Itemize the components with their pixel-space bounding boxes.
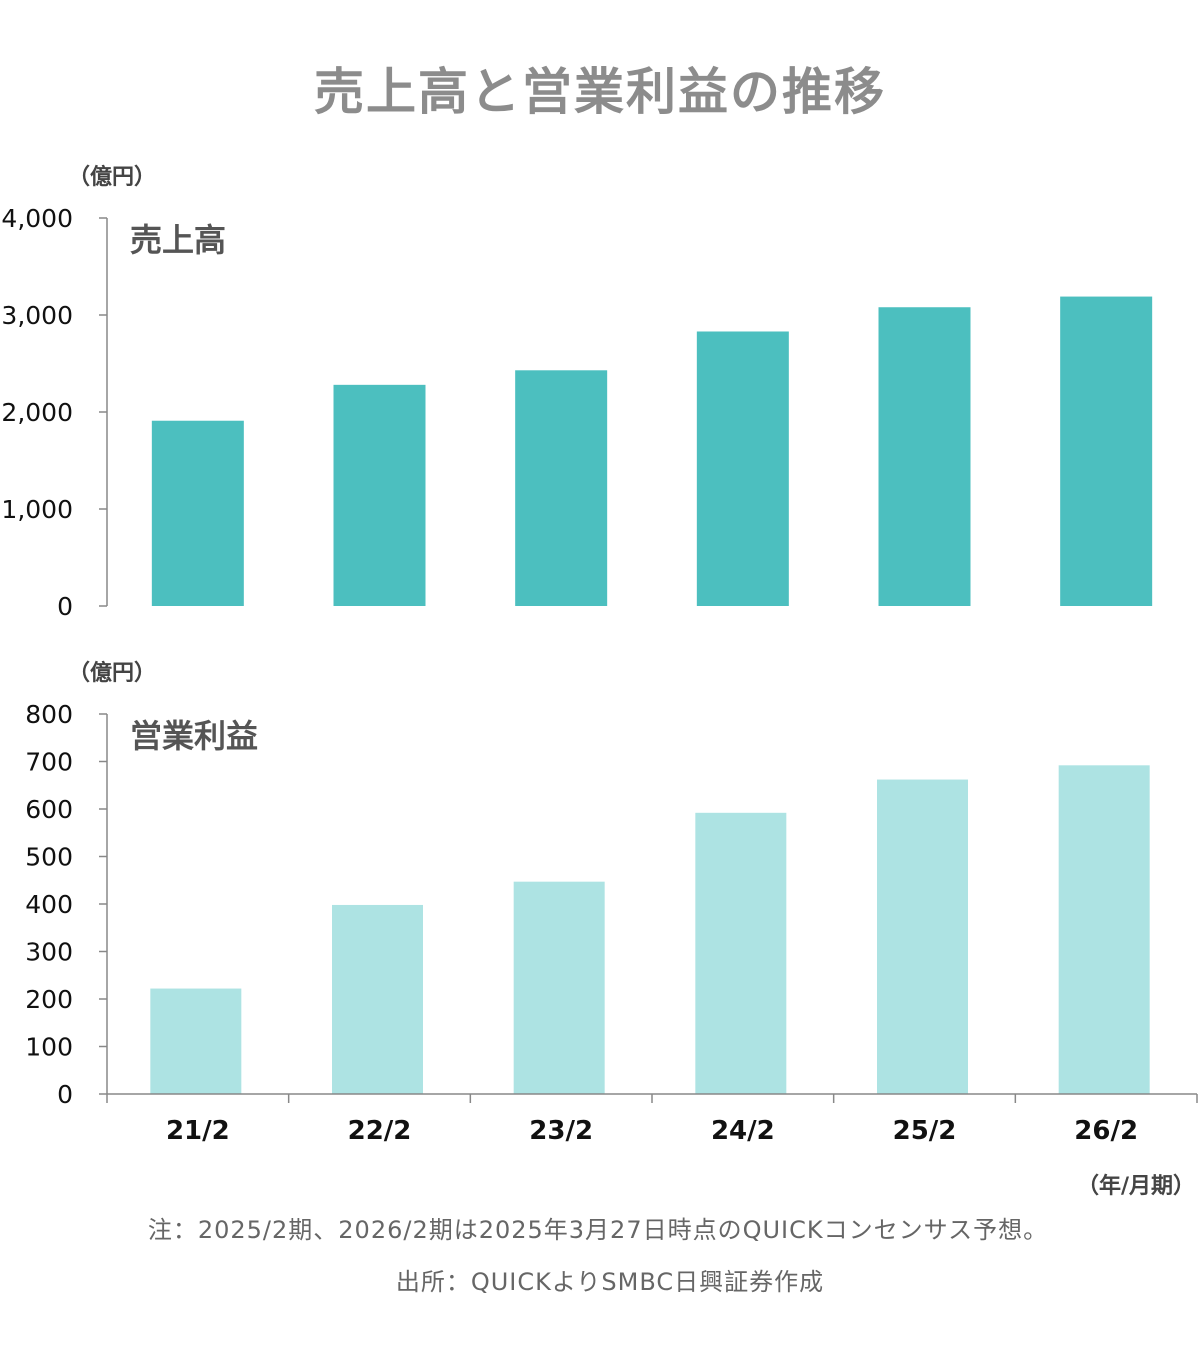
bar-25-2 (877, 779, 968, 1094)
y-tick-label: 300 (25, 938, 73, 967)
y-tick-label: 3,000 (1, 301, 73, 330)
x-tick-label: 26/2 (1074, 1116, 1138, 1146)
x-tick-label: 24/2 (711, 1116, 775, 1146)
y-tick-label: 500 (25, 843, 73, 872)
bar-25-2 (878, 307, 971, 606)
bar-24-2 (695, 812, 787, 1094)
y-tick-label: 4,000 (1, 204, 73, 233)
y-tick-label: 400 (25, 890, 73, 919)
y-tick-label: 2,000 (1, 398, 73, 427)
y-tick-label: 1,000 (1, 495, 73, 524)
y-tick-label: 800 (25, 700, 73, 729)
y-axis-unit: （億円） (68, 660, 156, 686)
y-tick-label: 600 (25, 795, 73, 824)
bar-21-2 (150, 988, 242, 1094)
y-axis-unit: （億円） (68, 164, 156, 190)
chart-note: 注：2025/2期、2026/2期は2025年3月27日時点のQUICKコンセン… (147, 1216, 1049, 1244)
bar-21-2 (151, 420, 244, 606)
x-tick-label: 25/2 (893, 1116, 957, 1146)
bar-23-2 (515, 370, 608, 606)
y-tick-label: 700 (25, 748, 73, 777)
x-tick-label: 21/2 (166, 1116, 230, 1146)
bar-26-2 (1060, 296, 1153, 606)
y-tick-label: 0 (57, 592, 73, 621)
chart-area: （億円） 売上高 0 1,000 2,000 3,000 4,000 （億円） 営業利益 0 100… (1, 164, 1198, 1199)
y-tick-label: 200 (25, 985, 73, 1014)
bar-22-2 (332, 904, 423, 1094)
panel-title: 売上高 (130, 221, 226, 259)
bar-24-2 (696, 331, 789, 606)
y-tick-label: 100 (25, 1033, 73, 1062)
x-tick-label: 23/2 (529, 1116, 593, 1146)
x-tick-label: 22/2 (348, 1116, 412, 1146)
chart-source: 出所：QUICKよりSMBC日興証券作成 (395, 1268, 825, 1296)
panel-title: 営業利益 (130, 717, 258, 755)
x-axis-unit: （年/月期） (1077, 1173, 1195, 1199)
bar-22-2 (333, 384, 426, 606)
y-tick-label: 0 (57, 1080, 73, 1109)
chart-title: 売上高と営業利益の推移 (314, 63, 886, 121)
bar-26-2 (1058, 765, 1150, 1094)
bar-23-2 (513, 881, 605, 1094)
